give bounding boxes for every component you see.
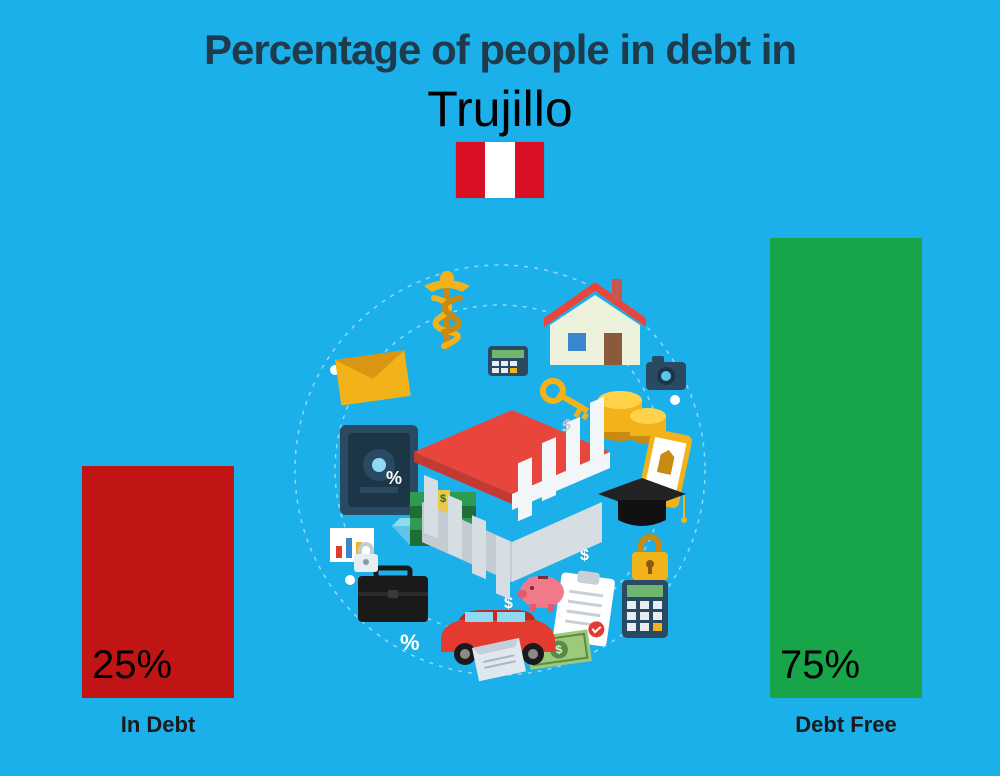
padlock-icon bbox=[632, 534, 668, 580]
piggy-bank-icon bbox=[517, 576, 564, 612]
bar-in-debt: 25% In Debt bbox=[82, 466, 234, 698]
flag-stripe-mid bbox=[485, 142, 514, 198]
finance-illustration-icon: $ bbox=[280, 250, 720, 690]
flag-icon bbox=[456, 142, 544, 198]
page-subtitle: Trujillo bbox=[0, 80, 1000, 138]
house-icon bbox=[544, 279, 646, 365]
envelope-icon bbox=[335, 350, 411, 405]
bar-category-label: Debt Free bbox=[795, 712, 896, 738]
bar-debt-free: 75% Debt Free bbox=[770, 238, 922, 698]
svg-text:$: $ bbox=[440, 493, 446, 505]
percent-icon: % bbox=[386, 468, 402, 488]
bar-pct-label: 75% bbox=[780, 643, 860, 688]
orbit-dot-icon bbox=[670, 395, 680, 405]
bar-pct-label: 25% bbox=[92, 643, 172, 688]
calculator-icon bbox=[488, 346, 528, 376]
percent-icon: % bbox=[400, 630, 420, 655]
camera-icon bbox=[646, 356, 686, 390]
calculator-icon bbox=[622, 580, 668, 638]
page-title: Percentage of people in debt in bbox=[0, 26, 1000, 74]
briefcase-icon bbox=[358, 568, 428, 622]
caduceus-icon bbox=[424, 271, 470, 350]
orbit-dot-icon bbox=[345, 575, 355, 585]
bar-rect bbox=[770, 238, 922, 698]
flag-stripe-left bbox=[456, 142, 485, 198]
bar-category-label: In Debt bbox=[121, 712, 196, 738]
safe-icon bbox=[340, 425, 418, 515]
flag-stripe-right bbox=[515, 142, 544, 198]
